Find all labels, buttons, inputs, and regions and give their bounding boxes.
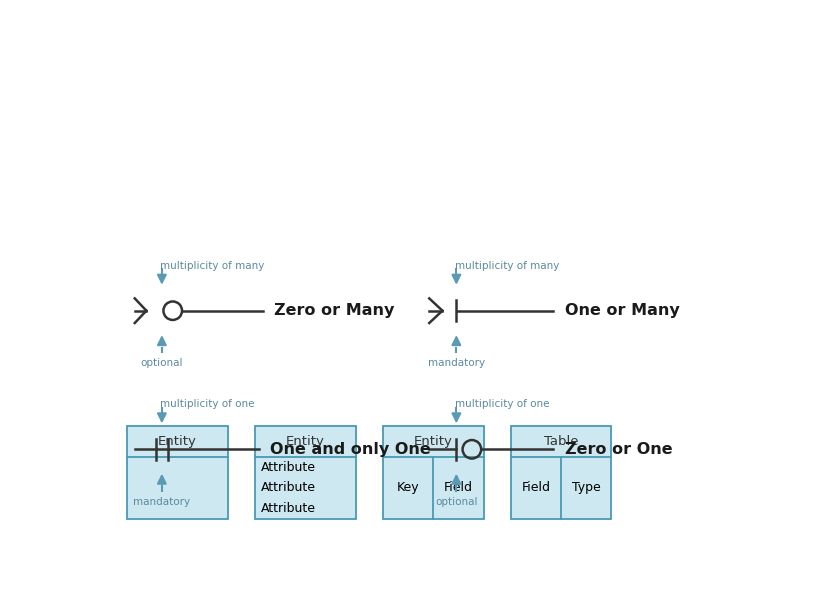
Text: Table: Table (544, 435, 579, 448)
Text: Field: Field (444, 481, 473, 494)
Bar (127, 426, 227, 518)
Text: mandatory: mandatory (134, 497, 190, 507)
Bar (255, 426, 355, 518)
Text: Zero or One: Zero or One (565, 442, 672, 457)
Text: Key: Key (397, 481, 419, 494)
Text: multiplicity of one: multiplicity of one (455, 399, 549, 409)
Text: optional: optional (140, 358, 183, 368)
Text: Type: Type (572, 481, 601, 494)
Text: Entity: Entity (158, 435, 197, 448)
Text: mandatory: mandatory (427, 358, 485, 368)
Text: One or Many: One or Many (565, 303, 680, 318)
Text: Entity: Entity (413, 435, 452, 448)
Bar (510, 426, 612, 518)
Text: Attribute: Attribute (261, 461, 316, 473)
Text: Zero or Many: Zero or Many (274, 303, 394, 318)
Text: multiplicity of many: multiplicity of many (455, 260, 559, 271)
Text: Entity: Entity (286, 435, 325, 448)
Text: Attribute: Attribute (261, 481, 316, 494)
Text: multiplicity of one: multiplicity of one (160, 399, 255, 409)
Bar (383, 426, 484, 518)
Text: multiplicity of many: multiplicity of many (160, 260, 265, 271)
Text: One and only One: One and only One (271, 442, 431, 457)
Text: optional: optional (435, 497, 477, 507)
Text: Field: Field (521, 481, 550, 494)
Text: Attribute: Attribute (261, 502, 316, 515)
